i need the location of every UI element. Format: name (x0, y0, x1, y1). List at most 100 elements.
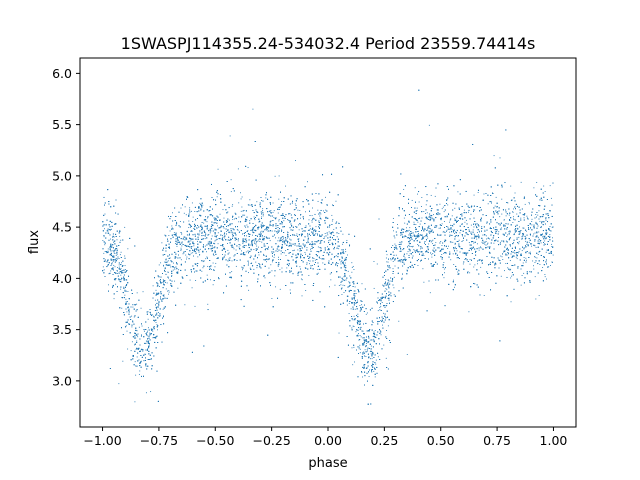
data-point (299, 223, 301, 225)
data-point (278, 256, 279, 258)
data-point (104, 251, 106, 252)
data-point (205, 216, 206, 218)
data-point (191, 287, 193, 289)
data-point (464, 259, 466, 260)
data-point (294, 214, 295, 215)
data-point (110, 245, 111, 247)
data-point (454, 286, 456, 288)
data-point (278, 237, 280, 239)
data-point (266, 248, 268, 249)
data-point (107, 284, 109, 286)
data-point (329, 273, 331, 275)
data-point (327, 246, 329, 248)
data-point (285, 250, 287, 252)
data-point (278, 175, 280, 177)
data-point (236, 229, 238, 230)
data-point (359, 305, 361, 306)
data-point (254, 242, 255, 244)
data-point (244, 239, 246, 241)
data-point (371, 351, 373, 353)
data-point (483, 193, 485, 195)
data-point (453, 279, 454, 281)
data-point (272, 202, 274, 204)
data-point (297, 209, 299, 211)
data-point (116, 239, 118, 241)
data-point (289, 213, 291, 214)
data-point (202, 267, 204, 269)
data-point (468, 242, 470, 244)
data-point (202, 261, 204, 263)
data-point (338, 332, 340, 334)
data-point (374, 354, 376, 356)
data-point (488, 246, 490, 248)
data-point (317, 272, 319, 274)
data-point (141, 325, 143, 327)
data-point (446, 216, 448, 218)
data-point (419, 223, 421, 225)
data-point (400, 261, 402, 263)
data-point (195, 253, 197, 254)
data-point (385, 279, 387, 280)
data-point (432, 218, 434, 220)
data-point (338, 222, 340, 224)
data-point (536, 181, 538, 183)
data-point (502, 259, 504, 260)
data-point (492, 261, 494, 263)
data-point (278, 198, 280, 200)
data-point (121, 262, 123, 264)
data-point (247, 230, 249, 232)
data-point (123, 279, 125, 281)
data-point (531, 245, 533, 247)
data-point (124, 294, 126, 296)
data-point (108, 273, 110, 275)
data-point (216, 196, 218, 198)
data-point (149, 332, 151, 334)
data-point (362, 353, 364, 355)
data-point (318, 220, 320, 222)
data-point (455, 231, 457, 233)
data-point (493, 242, 495, 244)
data-point (345, 251, 347, 253)
data-point (406, 353, 408, 355)
data-point (240, 192, 241, 194)
data-point (104, 228, 105, 230)
data-point (467, 271, 469, 273)
data-point (417, 193, 418, 195)
data-point (353, 346, 355, 348)
data-point (417, 231, 418, 232)
data-point (458, 270, 460, 272)
data-point (275, 237, 276, 239)
data-point (383, 312, 384, 314)
data-point (306, 264, 308, 266)
data-point (250, 244, 252, 246)
data-point (499, 157, 501, 159)
data-point (473, 226, 475, 228)
data-point (203, 222, 205, 224)
data-point (470, 224, 472, 226)
data-point (518, 252, 520, 254)
data-point (473, 242, 475, 244)
data-point (500, 275, 502, 277)
data-point (409, 245, 410, 247)
data-point (226, 231, 228, 232)
data-point (301, 295, 303, 297)
data-point (310, 248, 311, 250)
data-point (430, 228, 432, 230)
data-point (343, 264, 345, 266)
data-point (512, 211, 514, 213)
data-point (223, 227, 225, 229)
data-point (398, 320, 400, 322)
data-point (253, 227, 255, 228)
data-point (174, 267, 175, 269)
data-point (443, 262, 445, 263)
data-point (393, 294, 395, 296)
data-point (272, 211, 274, 213)
data-point (313, 217, 314, 219)
data-point (147, 327, 149, 329)
data-point (312, 228, 314, 230)
data-point (152, 337, 154, 339)
data-point (310, 235, 311, 236)
data-point (304, 267, 306, 269)
data-point (329, 236, 331, 238)
data-point (300, 278, 302, 280)
